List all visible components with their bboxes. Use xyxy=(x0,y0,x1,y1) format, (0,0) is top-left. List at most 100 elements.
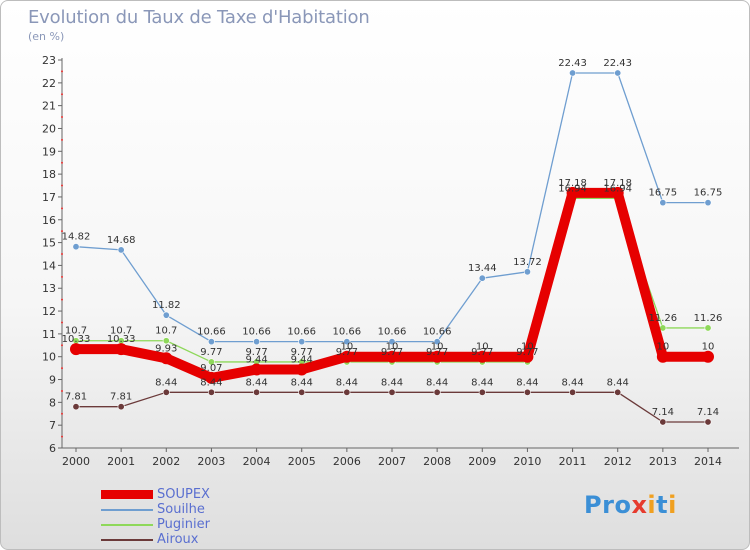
y-minor-dot xyxy=(61,389,63,392)
data-label-puginier: 16.94 xyxy=(603,183,632,194)
x-tick-label: 2006 xyxy=(333,455,361,468)
data-point-souilhe xyxy=(72,243,80,251)
x-tick-label: 2002 xyxy=(152,455,180,468)
data-point-airoux xyxy=(659,418,667,426)
data-point-airoux xyxy=(569,388,577,396)
logo-letter: o xyxy=(614,491,632,519)
data-label-souilhe: 11.82 xyxy=(152,300,181,311)
y-tick-label: 11 xyxy=(42,328,56,341)
logo-letter: x xyxy=(631,491,648,519)
y-tick-label: 19 xyxy=(42,145,56,158)
data-point-airoux xyxy=(72,403,80,411)
data-point-souilhe xyxy=(117,246,125,254)
data-point-airoux xyxy=(253,388,261,396)
data-label-soupex: 17.18 xyxy=(558,178,587,189)
y-tick-label: 6 xyxy=(49,442,56,455)
data-point-soupex xyxy=(476,350,489,363)
logo-letter: r xyxy=(602,491,615,519)
x-tick-label: 2001 xyxy=(107,455,135,468)
data-label-airoux: 8.44 xyxy=(426,377,448,388)
logo-letter: i xyxy=(647,491,657,519)
data-point-souilhe xyxy=(569,69,577,77)
data-point-soupex xyxy=(295,363,308,376)
y-tick-label: 9 xyxy=(49,374,56,387)
data-point-souilhe xyxy=(523,268,531,276)
y-minor-dot xyxy=(61,435,63,438)
data-label-puginier: 9.77 xyxy=(426,347,448,358)
data-point-souilhe xyxy=(207,338,215,346)
data-point-soupex xyxy=(250,363,263,376)
data-label-puginier: 9.77 xyxy=(471,347,493,358)
y-minor-dot xyxy=(61,207,63,210)
data-point-soupex xyxy=(566,186,579,199)
y-minor-dot xyxy=(61,184,63,187)
data-point-soupex xyxy=(205,371,218,384)
chart-title: Evolution du Taux de Taxe d'Habitation xyxy=(28,7,370,28)
y-tick-label: 15 xyxy=(42,237,56,250)
data-point-airoux xyxy=(343,388,351,396)
data-label-airoux: 8.44 xyxy=(471,377,493,388)
y-tick-label: 14 xyxy=(42,259,56,272)
data-label-souilhe: 22.43 xyxy=(558,58,587,69)
data-label-airoux: 8.44 xyxy=(381,377,403,388)
data-point-puginier xyxy=(704,324,712,332)
data-label-airoux: 8.44 xyxy=(200,377,222,388)
y-minor-dot xyxy=(61,321,63,324)
y-tick-label: 22 xyxy=(42,77,56,90)
legend-label: Souilhe xyxy=(157,502,205,517)
data-label-puginier: 9.77 xyxy=(381,347,403,358)
data-label-airoux: 8.44 xyxy=(245,377,267,388)
y-minor-dot xyxy=(61,116,63,119)
y-tick-label: 7 xyxy=(49,419,56,432)
data-point-soupex xyxy=(70,343,82,356)
data-point-soupex xyxy=(160,352,173,365)
y-tick-label: 8 xyxy=(49,396,56,409)
data-label-souilhe: 10.66 xyxy=(197,327,226,338)
y-tick-label: 16 xyxy=(42,214,56,227)
y-minor-dot xyxy=(61,230,63,233)
data-point-souilhe xyxy=(659,199,667,207)
data-point-soupex xyxy=(656,350,669,363)
data-point-souilhe xyxy=(614,69,622,77)
data-point-airoux xyxy=(478,388,486,396)
data-label-souilhe: 13.72 xyxy=(513,257,542,268)
legend-swatch-puginier xyxy=(101,524,153,526)
data-point-soupex xyxy=(386,350,398,363)
y-minor-dot xyxy=(61,367,63,370)
data-point-soupex xyxy=(340,350,353,363)
data-label-souilhe: 10.66 xyxy=(378,327,407,338)
data-point-soupex xyxy=(431,350,444,363)
data-point-souilhe xyxy=(478,274,486,282)
data-point-airoux xyxy=(523,388,531,396)
data-point-soupex xyxy=(611,186,624,199)
data-label-puginier: 9.77 xyxy=(291,347,313,358)
data-point-souilhe xyxy=(433,338,441,346)
y-tick-label: 18 xyxy=(42,168,56,181)
y-minor-dot xyxy=(61,138,63,141)
data-label-soupex: 10 xyxy=(656,342,669,353)
data-label-soupex: 10 xyxy=(521,342,534,353)
x-tick-label: 2010 xyxy=(513,455,541,468)
data-point-airoux xyxy=(162,388,170,396)
x-tick-label: 2009 xyxy=(468,455,496,468)
x-tick-label: 2014 xyxy=(694,455,722,468)
data-label-soupex: 9.93 xyxy=(155,343,177,354)
data-point-airoux xyxy=(704,418,712,426)
logo-letter: P xyxy=(584,491,603,519)
data-label-airoux: 8.44 xyxy=(607,377,629,388)
data-label-airoux: 7.81 xyxy=(110,392,132,403)
data-point-airoux xyxy=(117,403,125,411)
data-point-puginier xyxy=(207,358,215,366)
data-label-soupex: 10 xyxy=(702,342,715,353)
data-label-puginier: 11.26 xyxy=(694,313,723,324)
legend-swatch-airoux xyxy=(101,539,153,541)
data-label-souilhe: 10.66 xyxy=(287,327,316,338)
data-label-souilhe: 13.44 xyxy=(468,263,497,274)
data-point-soupex xyxy=(521,350,534,363)
data-point-souilhe xyxy=(388,338,396,346)
y-minor-dot xyxy=(61,253,63,255)
data-point-airoux xyxy=(614,388,622,396)
data-label-puginier: 9.77 xyxy=(336,347,358,358)
